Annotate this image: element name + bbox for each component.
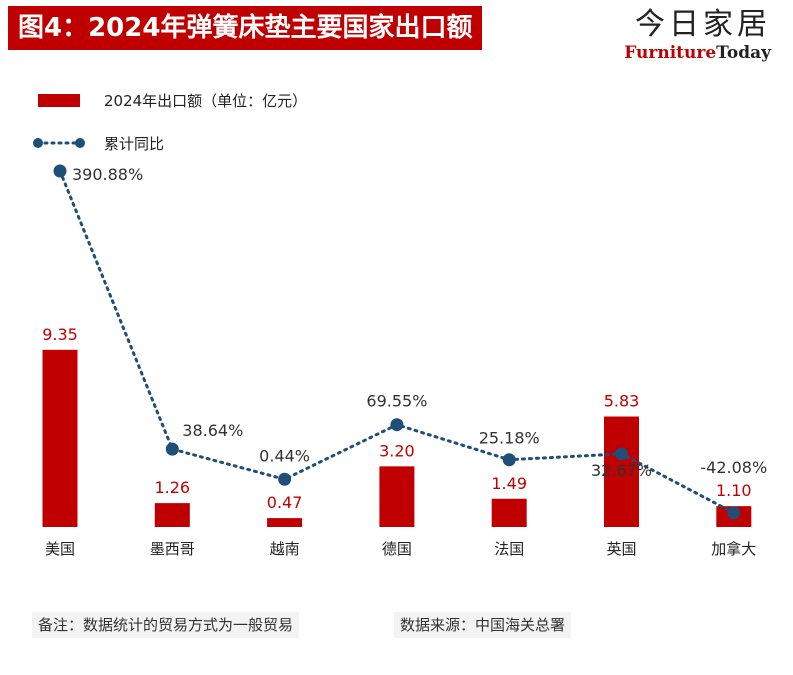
legend-line-marker-left — [33, 138, 43, 148]
legend-line-marker-right — [75, 138, 85, 148]
x-tick-label: 德国 — [382, 540, 412, 558]
line-point — [615, 447, 628, 461]
x-axis: 美国 墨西哥 越南 德国 法国 英国 加拿大 — [45, 540, 756, 558]
line-value-label: 25.18% — [479, 429, 540, 448]
legend: 2024年出口额（单位：亿元） 累计同比 — [33, 92, 307, 153]
line-value-label: 0.44% — [259, 446, 310, 465]
brand-name-en: FurnitureToday — [624, 43, 771, 63]
footnote-source: 数据来源：中国海关总署 — [394, 612, 572, 638]
bar-value-label: 5.83 — [604, 392, 640, 411]
bar-value-label: 0.47 — [267, 493, 303, 512]
bar — [379, 466, 415, 527]
x-tick-label: 越南 — [270, 540, 300, 558]
footnote-trade-mode: 备注：数据统计的贸易方式为一般贸易 — [32, 612, 300, 638]
bars-layer: 9.35 1.26 0.47 3.20 1.49 5.83 1.10 — [42, 325, 752, 527]
x-tick-label: 美国 — [45, 540, 75, 558]
bar-value-label: 3.20 — [379, 441, 415, 460]
line-value-label: -42.08% — [700, 458, 767, 477]
line-value-label: 69.55% — [366, 392, 427, 411]
line-value-label: 32.67% — [591, 461, 652, 480]
bar-value-label: 9.35 — [42, 325, 78, 344]
legend-line-label: 累计同比 — [104, 135, 164, 153]
x-tick-label: 英国 — [606, 540, 636, 558]
bar — [42, 349, 78, 527]
line-layer: 390.88% 38.64% 0.44% 69.55% 25.18% 32.67% -42.… — [53, 164, 767, 520]
line-point — [390, 418, 404, 432]
brand-name-cn: 今日家居 — [635, 7, 771, 42]
x-tick-label: 加拿大 — [711, 540, 756, 558]
line-value-label: 38.64% — [182, 421, 243, 440]
bar — [604, 416, 639, 527]
bar — [491, 498, 527, 527]
legend-bar-label: 2024年出口额（单位：亿元） — [104, 92, 307, 110]
bar-value-label: 1.26 — [154, 478, 190, 497]
line-point — [165, 442, 179, 456]
bar — [154, 503, 190, 527]
line-value-label: 390.88% — [72, 165, 143, 184]
line-point — [53, 164, 67, 178]
brand-logo: 今日家居 FurnitureToday — [624, 8, 771, 64]
x-tick-label: 法国 — [494, 540, 524, 558]
x-tick-label: 墨西哥 — [150, 540, 195, 558]
bar-value-label: 1.49 — [491, 474, 527, 493]
line-point — [278, 472, 292, 486]
line-point — [727, 506, 741, 520]
bar — [267, 518, 303, 527]
line-point — [502, 453, 516, 467]
chart-title: 图4：2024年弹簧床垫主要国家出口额 — [8, 6, 483, 50]
bar-value-label: 1.10 — [716, 481, 752, 500]
legend-bar-swatch — [38, 94, 80, 107]
